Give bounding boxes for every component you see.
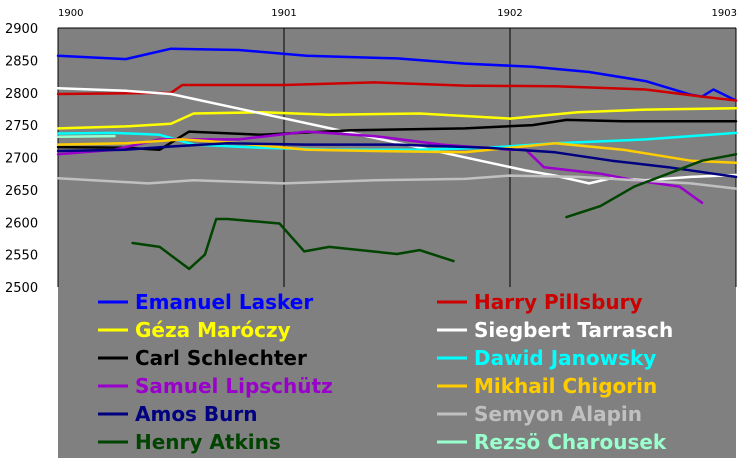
- y-tick-label: 2600: [5, 216, 38, 231]
- x-axis-ticks: 1900 1901 1902 1903: [58, 8, 737, 19]
- legend-label-samuel-lipschutz: Samuel Lipschütz: [135, 374, 333, 398]
- y-tick-label: 2800: [5, 87, 38, 102]
- series-line-henry-atkins: [131, 217, 455, 271]
- series-line-rezso-charousek: [56, 134, 116, 139]
- legend-label-amos-burn: Amos Burn: [135, 402, 258, 426]
- legend-label-siegbert-tarrasch: Siegbert Tarrasch: [474, 318, 673, 342]
- x-tick-label: 1903: [712, 8, 737, 19]
- legend-label-carl-schlechter: Carl Schlechter: [135, 346, 307, 370]
- series-line-amos-burn: [56, 142, 738, 179]
- legend-label-mikhail-chigorin: Mikhail Chigorin: [474, 374, 657, 398]
- series-line-henry-atkins-segment: [565, 153, 738, 219]
- legend-label-dawid-janowsky: Dawid Janowsky: [474, 346, 656, 370]
- legend-label-emanuel-lasker: Emanuel Lasker: [135, 290, 313, 314]
- legend-label-geza-maroczy: Géza Maróczy: [135, 318, 291, 342]
- legend-label-semyon-alapin: Semyon Alapin: [474, 402, 642, 426]
- chart-area: [58, 28, 736, 458]
- x-tick-label: 1901: [271, 8, 296, 19]
- y-tick-label: 2500: [5, 281, 38, 296]
- legend-label-henry-atkins: Henry Atkins: [135, 430, 281, 454]
- y-tick-label: 2750: [5, 119, 38, 134]
- y-tick-label: 2550: [5, 249, 38, 264]
- y-tick-label: 2700: [5, 152, 38, 167]
- x-tick-label: 1900: [58, 8, 83, 19]
- y-axis-ticks: 2900 2850 2800 2750 2700 2650 2600 2550 2500: [5, 22, 38, 296]
- gridlines: [57, 27, 737, 287]
- legend: Emanuel Lasker Harry Pillsbury Géza Marócz…: [98, 290, 673, 454]
- series-line-siegbert-tarrasch: [56, 86, 738, 185]
- series-line-geza-maroczy: [56, 107, 738, 130]
- y-tick-label: 2900: [5, 22, 38, 37]
- legend-label-harry-pillsbury: Harry Pillsbury: [474, 290, 643, 314]
- series-line-semyon-alapin: [56, 174, 738, 190]
- series-lines: [56, 47, 738, 271]
- series-line-harry-pillsbury: [56, 81, 738, 102]
- legend-label-rezso-charousek: Rezsö Charousek: [474, 430, 667, 454]
- y-tick-label: 2650: [5, 184, 38, 199]
- x-tick-label: 1902: [497, 8, 522, 19]
- y-tick-label: 2850: [5, 54, 38, 69]
- series-line-mikhail-chigorin: [56, 138, 738, 164]
